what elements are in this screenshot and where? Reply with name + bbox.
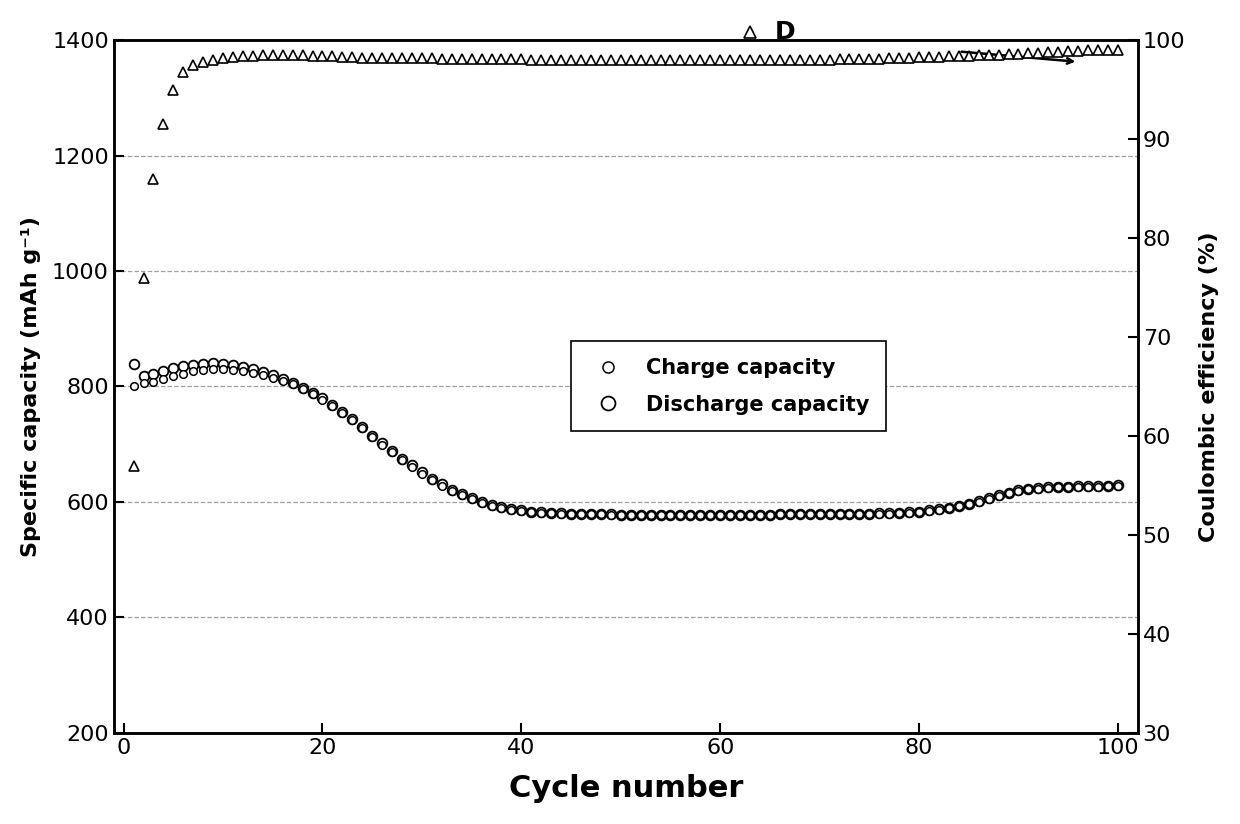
Y-axis label: Specific capacity (mAh g⁻¹): Specific capacity (mAh g⁻¹): [21, 216, 41, 557]
Legend: Charge capacity, Discharge capacity: Charge capacity, Discharge capacity: [570, 341, 885, 431]
X-axis label: Cycle number: Cycle number: [508, 775, 743, 803]
Y-axis label: Coulombic efficiency (%): Coulombic efficiency (%): [1199, 231, 1219, 541]
Text: D: D: [775, 20, 796, 44]
